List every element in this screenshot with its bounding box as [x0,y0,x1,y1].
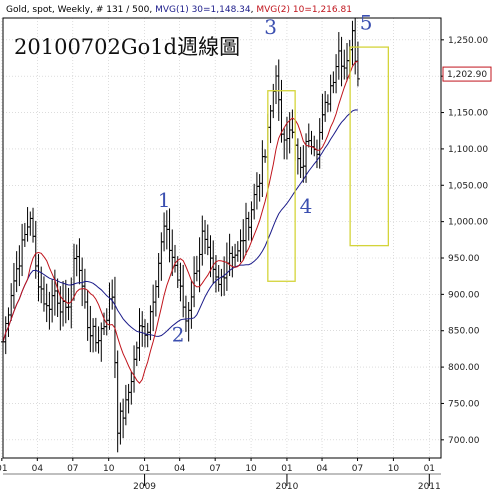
x-tick-label: 04 [316,464,328,474]
x-tick-label: 01 [424,464,435,474]
mvg2-line [2,61,359,384]
wave-label: 3 [264,15,277,39]
y-tick-label: 1,250.00 [448,36,488,46]
y-tick-label: 950.00 [448,254,480,264]
y-tick-label: 900.00 [448,290,480,300]
header-mvg2: MVG(2) 10=1,216.81 [256,5,352,15]
x-axis: 01 04 07 10 01 04 07 10 01 04 07 10 01 2009 2010 2011 [0,458,441,492]
x-tick-label: 10 [103,464,115,474]
last-price-label: 1,202.90 [447,70,487,80]
year-label: 2010 [275,482,298,492]
y-tick-label: 700.00 [448,436,480,446]
last-price-marker: 1,202.90 [442,66,492,82]
x-tick-label: 04 [174,464,186,474]
x-tick-label: 01 [0,464,8,474]
year-label: 2009 [133,482,156,492]
year-label: 2011 [418,482,441,492]
chart-title: 20100702Go1d週線圖 [14,35,240,59]
x-tick-label: 07 [209,464,220,474]
x-tick-label: 10 [245,464,257,474]
y-tick-label: 1,150.00 [448,109,488,119]
y-tick-label: 1,050.00 [448,181,488,191]
header-bars: # 131 / 500 [96,5,150,15]
highlight-box [349,46,389,247]
highlight-box [267,90,296,282]
header-symbol: Gold, spot [6,5,52,15]
x-tick-label: 04 [32,464,44,474]
wave-label: 2 [172,323,185,347]
wave-labels: 1 2 3 4 5 [158,11,373,347]
price-bars [1,17,360,453]
y-tick-label: 1,000.00 [448,218,488,228]
header-period: Weekly [58,5,91,15]
header-line: Gold, spot, Weekly, # 131 / 500, MVG(1) … [6,5,352,15]
y-tick-label: 1,100.00 [448,145,488,155]
y-tick-label: 800.00 [448,363,480,373]
wave-label: 1 [158,188,171,212]
wave-label: 4 [300,194,313,218]
x-tick-label: 07 [352,464,363,474]
plot-frame [2,17,442,459]
last-price-box [442,66,492,82]
y-tick-label: 850.00 [448,327,480,337]
moving-averages [2,61,359,384]
x-tick-label: 10 [388,464,400,474]
highlight-boxes [267,46,389,282]
x-tick-label: 01 [281,464,292,474]
x-tick-label: 01 [139,464,150,474]
y-tick-label: 750.00 [448,399,480,409]
grid-lines [1,18,441,458]
x-tick-label: 07 [67,464,78,474]
mvg1-line [2,109,358,342]
header-mvg1: MVG(1) 30=1,148.34 [155,5,251,15]
wave-label: 5 [360,11,373,35]
